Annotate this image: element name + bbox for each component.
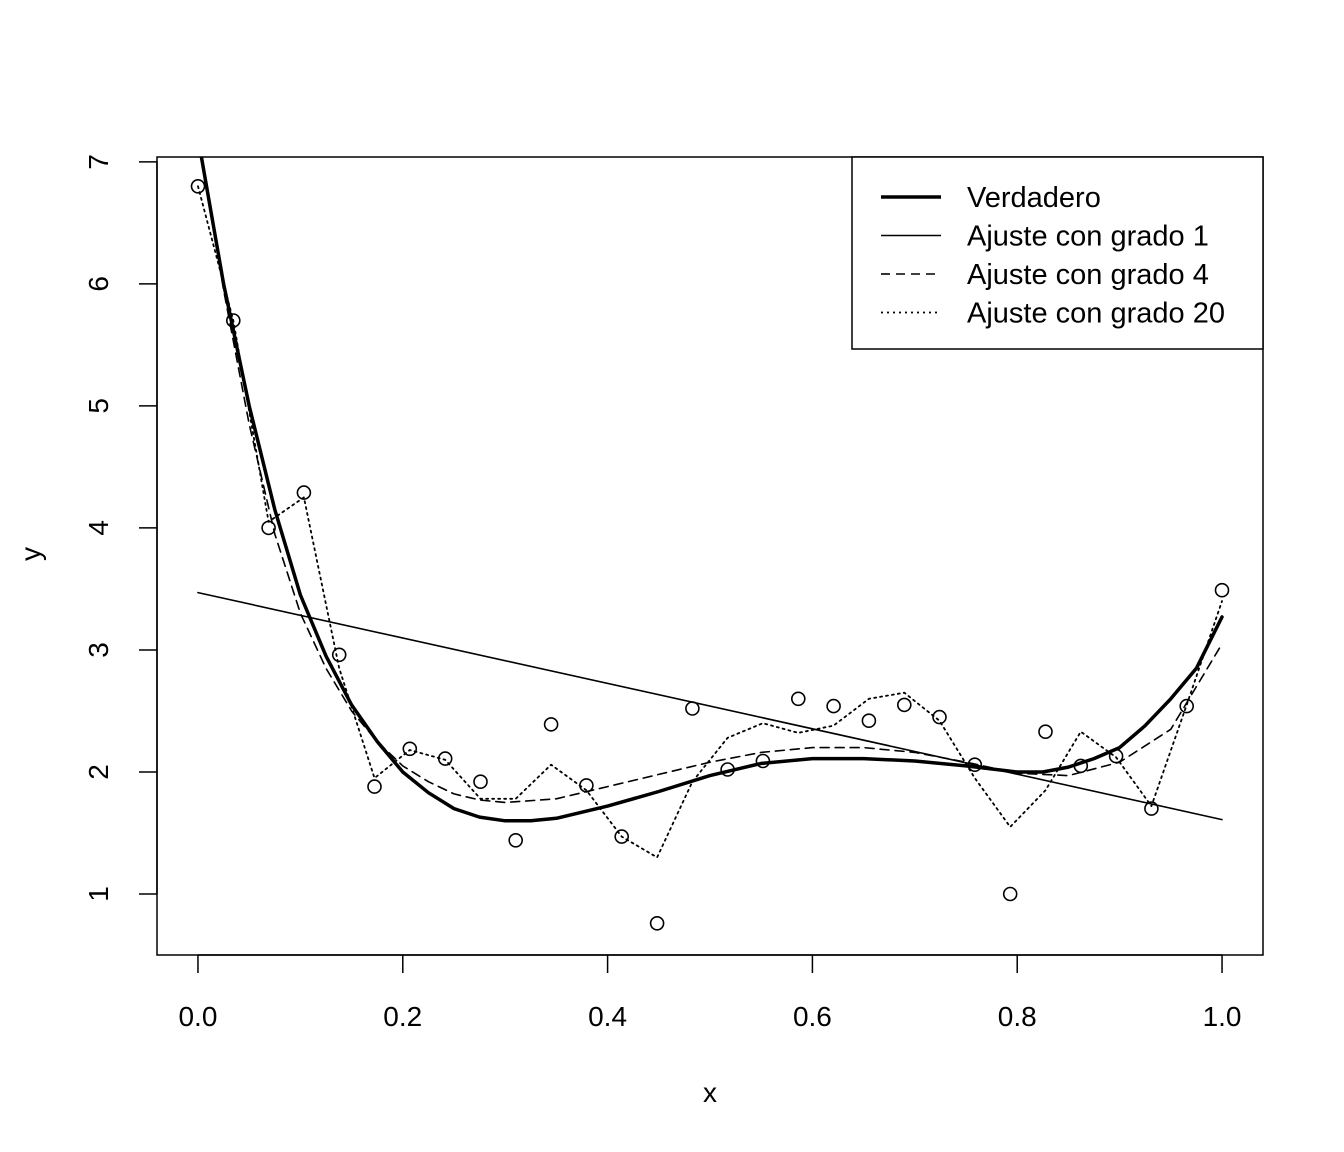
legend-label-4: Ajuste con grado 20 [967,298,1225,330]
x-axis-label: x [703,1077,717,1108]
plot-border [156,156,1264,956]
data-point [896,697,912,713]
data-point [861,713,877,729]
data-point [190,179,206,194]
data-point [579,778,594,793]
y-tick-label: 3 [83,642,114,658]
data-point [967,757,983,773]
data-point [261,520,276,536]
data-points [190,179,1230,931]
data-point [508,832,524,848]
series-layer [197,157,1224,859]
data-point [1214,582,1230,598]
legend-label-2: Ajuste con grado 1 [967,221,1209,253]
data-point [402,741,418,757]
y-tick-label: 6 [83,276,114,292]
legend-box [851,156,1264,350]
data-point [543,717,559,732]
x-tick-label: 0.0 [178,1001,217,1032]
data-point [331,647,347,663]
x-tick-label: 0.8 [998,1001,1037,1032]
y-tick-label: 2 [83,764,114,780]
data-point [649,915,665,931]
data-point [296,485,312,500]
data-point [932,709,947,725]
x-tick-label: 1.0 [1203,1001,1242,1032]
data-point [1002,886,1018,902]
series-line-1 [199,157,1224,823]
data-point [437,751,453,766]
x-tick-label: 0.2 [383,1001,422,1032]
data-point [720,762,735,777]
legend: Verdadero Ajuste con grado 1 Ajuste con gr… [851,156,1264,350]
data-point [755,753,771,769]
data-point [367,779,382,794]
data-point [226,313,241,328]
data-point [1179,698,1194,714]
data-point [1073,758,1089,774]
x-tick-label: 0.6 [793,1001,832,1032]
data-point [1038,724,1053,740]
y-axis-label: y [15,547,46,561]
y-tick-label: 7 [83,154,114,170]
legend-label-1: Verdadero [967,182,1101,214]
data-point [826,698,841,714]
data-point [473,774,488,790]
series-line-4 [197,185,1223,859]
y-tick-label: 1 [83,886,114,902]
x-tick-label: 0.4 [588,1001,627,1032]
data-point [1108,748,1124,764]
y-tick-label: 5 [83,398,114,414]
data-point [1144,801,1159,816]
data-point [790,691,806,707]
data-point [614,829,630,844]
series-line-3 [201,157,1223,804]
legend-label-3: Ajuste con grado 4 [967,259,1209,291]
data-point [685,701,700,716]
y-tick-label: 4 [83,520,114,536]
